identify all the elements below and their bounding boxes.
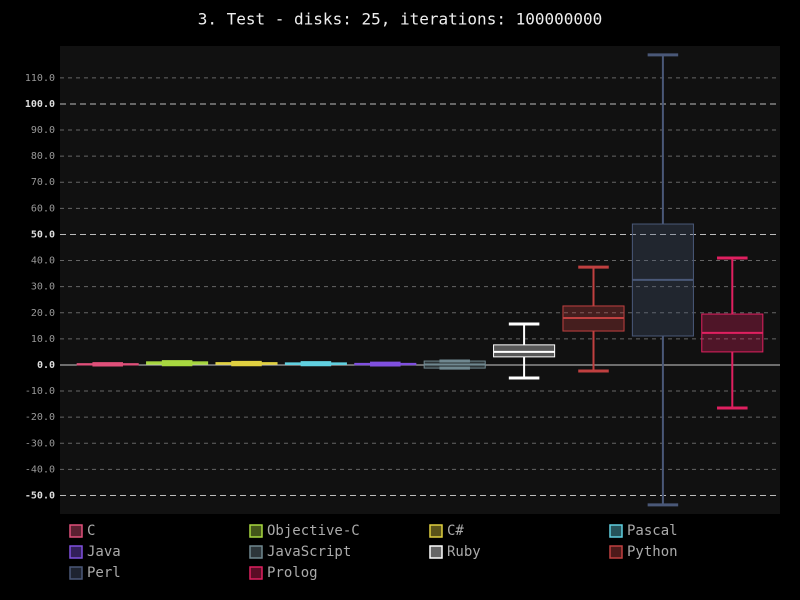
- legend-label: C#: [447, 523, 464, 539]
- legend-swatch: [429, 545, 443, 559]
- legend-swatch: [249, 566, 263, 580]
- legend-swatch: [609, 524, 623, 538]
- y-tick-label: 40.0: [31, 256, 55, 267]
- box: [493, 344, 556, 358]
- y-tick-label: 10.0: [31, 334, 55, 345]
- y-tick-label: -50.0: [25, 490, 55, 501]
- y-tick-label: 30.0: [31, 282, 55, 293]
- y-tick-label: 60.0: [31, 203, 55, 214]
- legend-swatch: [69, 524, 83, 538]
- chart-title: 3. Test - disks: 25, iterations: 1000000…: [198, 10, 603, 29]
- y-tick-label: 90.0: [31, 125, 55, 136]
- legend-swatch: [609, 545, 623, 559]
- y-tick-label: -30.0: [25, 438, 55, 449]
- y-tick-label: 70.0: [31, 177, 55, 188]
- legend-swatch: [429, 524, 443, 538]
- legend-label: Ruby: [447, 544, 481, 560]
- y-tick-label: -10.0: [25, 386, 55, 397]
- legend-swatch: [249, 524, 263, 538]
- legend-label: Perl: [87, 565, 121, 581]
- y-tick-label: -40.0: [25, 464, 55, 475]
- y-tick-label: 0.0: [37, 360, 55, 371]
- legend-label: Python: [627, 544, 678, 560]
- legend-label: JavaScript: [267, 544, 351, 560]
- legend-swatch: [69, 545, 83, 559]
- legend-label: Java: [87, 544, 121, 560]
- legend-swatch: [69, 566, 83, 580]
- legend-label: Prolog: [267, 565, 318, 581]
- legend-label: Pascal: [627, 523, 678, 539]
- y-tick-label: 20.0: [31, 308, 55, 319]
- y-tick-label: 100.0: [25, 99, 55, 110]
- y-tick-label: 110.0: [25, 73, 55, 84]
- legend-label: Objective-C: [267, 523, 360, 539]
- y-tick-label: 80.0: [31, 151, 55, 162]
- legend-label: C: [87, 523, 95, 539]
- legend-swatch: [249, 545, 263, 559]
- y-tick-label: 50.0: [31, 229, 55, 240]
- y-tick-label: -20.0: [25, 412, 55, 423]
